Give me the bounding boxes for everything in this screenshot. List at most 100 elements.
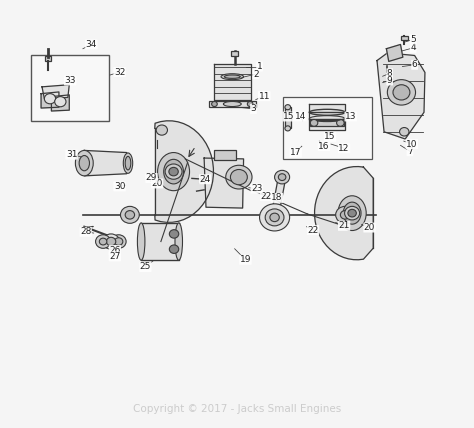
Circle shape [156, 125, 167, 135]
Circle shape [265, 209, 284, 226]
Text: 28: 28 [80, 227, 91, 236]
Ellipse shape [223, 101, 241, 107]
Ellipse shape [79, 155, 90, 171]
Text: 24: 24 [200, 175, 210, 184]
Text: 5: 5 [410, 35, 416, 44]
Bar [401, 36, 408, 40]
Polygon shape [42, 85, 69, 99]
Circle shape [340, 211, 350, 219]
Text: 15: 15 [324, 132, 336, 141]
Text: 19: 19 [240, 255, 251, 264]
Circle shape [345, 206, 360, 220]
Text: 26: 26 [109, 246, 120, 255]
Text: 9: 9 [387, 76, 392, 85]
Bar [231, 51, 238, 56]
Circle shape [393, 85, 410, 100]
Text: 18: 18 [271, 193, 283, 202]
Text: Copyright © 2017 - Jacks Small Engines: Copyright © 2017 - Jacks Small Engines [133, 404, 341, 414]
Circle shape [274, 170, 290, 184]
Bar [285, 107, 291, 128]
Text: 20: 20 [151, 179, 163, 188]
Circle shape [400, 128, 409, 136]
Ellipse shape [75, 150, 93, 176]
Circle shape [106, 237, 116, 246]
Ellipse shape [175, 223, 182, 260]
Text: 22: 22 [308, 226, 319, 235]
Text: 17: 17 [290, 148, 301, 157]
Bar [209, 101, 256, 107]
Circle shape [111, 235, 126, 248]
Circle shape [103, 234, 119, 249]
Text: 25: 25 [140, 262, 151, 271]
Text: 34: 34 [86, 40, 97, 49]
Text: 8: 8 [387, 69, 392, 78]
Polygon shape [51, 95, 69, 111]
Text: 12: 12 [338, 144, 350, 153]
Polygon shape [310, 104, 345, 130]
Text: 3: 3 [251, 104, 256, 113]
Ellipse shape [221, 74, 244, 80]
Polygon shape [386, 45, 403, 62]
Circle shape [165, 164, 182, 179]
Ellipse shape [343, 202, 361, 224]
Circle shape [310, 119, 318, 126]
Circle shape [247, 101, 253, 107]
Circle shape [125, 211, 135, 219]
Text: 31: 31 [66, 150, 77, 159]
Text: 32: 32 [114, 68, 125, 77]
Text: 27: 27 [109, 252, 120, 261]
Text: 7: 7 [407, 147, 413, 156]
Polygon shape [271, 177, 286, 217]
Text: 14: 14 [295, 112, 306, 121]
Polygon shape [204, 158, 244, 208]
Circle shape [336, 206, 355, 223]
Text: 21: 21 [338, 221, 350, 230]
Text: 13: 13 [345, 112, 356, 121]
Text: 30: 30 [114, 182, 125, 191]
Ellipse shape [157, 152, 190, 191]
Circle shape [100, 238, 107, 245]
Text: 6: 6 [412, 60, 418, 69]
Text: 1: 1 [257, 62, 263, 71]
Text: 10: 10 [406, 140, 418, 149]
Text: 33: 33 [64, 76, 76, 85]
Ellipse shape [285, 126, 291, 131]
Circle shape [169, 167, 178, 176]
Polygon shape [213, 64, 251, 100]
Ellipse shape [123, 153, 133, 173]
Text: 16: 16 [318, 142, 330, 151]
Polygon shape [41, 92, 59, 108]
Ellipse shape [164, 159, 183, 184]
Ellipse shape [224, 75, 240, 78]
Ellipse shape [338, 196, 366, 231]
Circle shape [278, 174, 286, 181]
Bar [310, 120, 344, 126]
Polygon shape [155, 121, 213, 223]
Text: 29: 29 [146, 173, 157, 182]
Text: 20: 20 [364, 223, 375, 232]
Bar [45, 56, 51, 62]
Polygon shape [84, 150, 131, 176]
Circle shape [45, 94, 55, 104]
Bar [31, 55, 109, 121]
Text: 22: 22 [261, 192, 272, 201]
Circle shape [55, 97, 66, 107]
Ellipse shape [137, 223, 145, 260]
Text: 4: 4 [410, 43, 416, 52]
Circle shape [169, 245, 179, 253]
Circle shape [260, 204, 290, 231]
Polygon shape [377, 53, 425, 139]
Circle shape [230, 169, 247, 185]
Text: 15: 15 [283, 112, 294, 121]
Circle shape [114, 238, 123, 245]
Text: 2: 2 [253, 70, 259, 79]
Circle shape [169, 230, 179, 238]
Ellipse shape [125, 156, 131, 170]
Polygon shape [315, 166, 373, 260]
Ellipse shape [285, 105, 291, 110]
Bar [214, 149, 236, 160]
Text: 11: 11 [258, 92, 270, 101]
Circle shape [348, 209, 356, 217]
Circle shape [337, 119, 344, 126]
Circle shape [96, 235, 110, 248]
